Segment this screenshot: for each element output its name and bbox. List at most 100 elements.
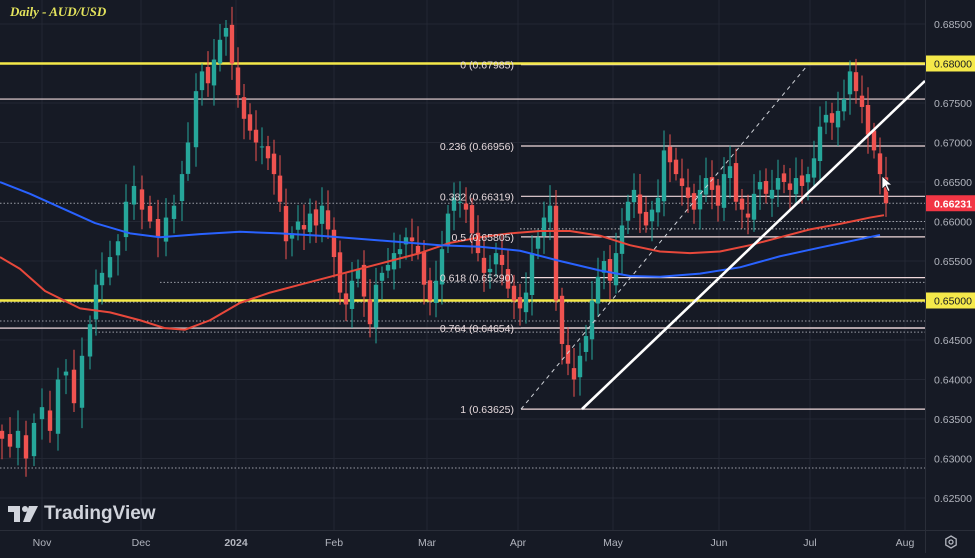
time-axis-label: Apr [510,537,527,549]
current-price-text: 0.66231 [934,198,972,210]
candlestick [71,349,77,413]
time-axis-label: Mar [418,537,437,549]
candle-body [571,368,577,380]
candle-body [715,185,721,206]
candle-body [313,209,319,226]
candle-body [259,146,265,148]
price-axis-tick: 0.62500 [934,493,972,505]
candlestick [589,280,595,360]
candle-body [493,253,499,265]
candle-body [511,285,517,301]
candle-body [829,113,835,123]
candlestick [367,279,373,338]
candlestick [637,174,643,234]
candlestick [565,327,571,376]
candlestick [93,269,99,336]
time-axis[interactable]: Nov Dec 2024 Feb Mar Apr May Jun Jul Aug [0,530,925,553]
candlestick [123,184,129,251]
candle-body [625,201,631,221]
candlestick [877,137,883,195]
fib-level-label: 0.5 (0.65805) [452,232,514,244]
candlestick [319,187,325,243]
chart-plot-area[interactable]: 0 (0.67985) 0.236 (0.66956) 0.382 (0.66319… [0,0,926,530]
candlestick [469,197,475,254]
candle-body [71,369,77,404]
candle-body [709,177,715,190]
moving-average-red-line [0,214,885,331]
price-axis[interactable]: 0.68500 0.68000 0.67500 0.67000 0.66500 0.660… [925,0,975,530]
candle-body [301,225,307,230]
candlestick [487,255,493,289]
fib-level-label: 1 (0.63625) [460,404,514,416]
candle-body [691,193,697,210]
candlestick [331,217,337,278]
candle-body [409,237,415,242]
candlestick [403,227,409,260]
candle-body [529,253,535,295]
candle-body [385,264,391,271]
price-level-badge [926,292,975,309]
candle-body [853,72,859,92]
candlestick [847,60,853,115]
candle-body [451,197,457,211]
price-axis-canvas[interactable]: 0.68500 0.68000 0.67500 0.67000 0.66500 0.660… [926,0,975,530]
candlestick [15,410,21,466]
candlestick [667,134,673,183]
candlestick [697,175,703,230]
candlestick [463,187,469,224]
time-axis-canvas[interactable]: Nov Dec 2024 Feb Mar Apr May Jun Jul Aug [0,531,925,553]
tradingview-logo[interactable]: TradingView [8,503,156,525]
price-axis-tick: 0.64000 [934,375,972,387]
candle-body [319,205,325,224]
candle-body [457,201,463,203]
horizontal-levels [0,62,925,469]
candlestick [859,75,865,124]
candlestick [283,188,289,260]
candlestick [163,198,169,257]
candle-body [0,430,5,439]
candlestick [47,390,53,443]
candlestick [301,204,307,250]
candlestick [7,417,13,458]
candle-body [523,292,529,313]
candlestick [31,413,37,467]
time-axis-label: Feb [325,537,343,549]
candle-body [517,297,523,309]
price-axis-tick: 0.67500 [934,98,972,110]
candle-body [247,114,253,131]
chart-settings-button[interactable] [925,530,975,553]
candlestick [373,267,379,344]
candlestick [131,165,137,220]
candle-body [541,217,547,237]
candle-body [679,178,685,186]
candle-body [93,284,99,320]
candlestick [79,337,85,429]
candlestick [775,159,781,208]
price-axis-tick: 0.65500 [934,256,972,268]
candlestick [379,266,385,301]
candlestick [523,272,529,324]
uptrend-line [581,79,926,411]
candlestick [87,315,93,370]
candlestick [721,157,727,221]
candlestick [541,201,547,254]
candlestick [823,101,829,135]
candle-body [481,257,487,273]
candlestick [361,250,367,317]
candle-body [505,269,511,289]
candle-body [721,174,727,208]
fib-level-label: 0.236 (0.66956) [440,141,514,153]
candle-body [79,355,85,408]
candlestick [625,194,631,235]
candlestick [171,194,177,234]
candle-body [179,174,185,202]
current-price-badge[interactable] [926,195,975,212]
candlestick [763,168,769,204]
candle-body [439,249,445,285]
candlestick [265,135,271,170]
candlestick [601,250,607,290]
cursor-arrow-icon [881,175,894,193]
candlestick [211,39,217,106]
chart-canvas[interactable]: 0 (0.67985) 0.236 (0.66956) 0.382 (0.66319… [0,0,926,530]
